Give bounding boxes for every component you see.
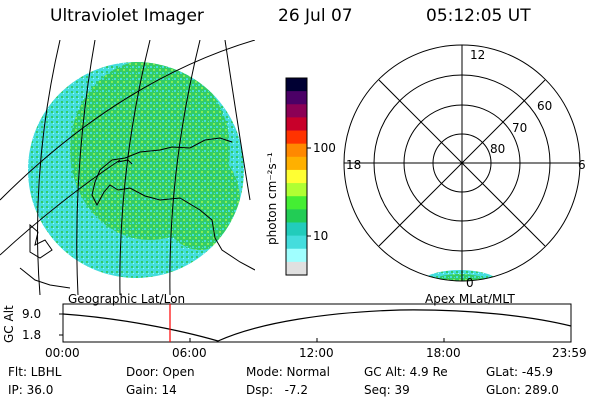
colorbar-segment	[286, 117, 307, 132]
colorbar-segment	[286, 169, 307, 184]
lat-label-70: 70	[512, 121, 528, 135]
seq-info: Seq: 39	[364, 383, 410, 397]
coastline	[19, 137, 255, 289]
mlt-label-18: 18	[346, 158, 362, 172]
colorbar-segment	[286, 143, 307, 158]
geographic-caption: Geographic Lat/Lon	[68, 292, 186, 306]
colorbar-tick-label-100: 100	[313, 141, 336, 155]
colorbar-segment	[286, 91, 307, 105]
instrument-title: Ultraviolet Imager	[50, 6, 204, 26]
timeline-xtick-1200: 12:00	[299, 346, 334, 360]
mlt-label-6: 6	[578, 158, 586, 172]
colorbar-segment	[286, 248, 307, 263]
colorbar-units: photon cm⁻²s⁻¹	[265, 152, 279, 245]
timeline-ytick-low: 1.8	[22, 328, 42, 342]
time-label: 05:12:05 UT	[426, 6, 531, 26]
polar-caption: Apex MLat/MLT	[425, 292, 515, 306]
polar-image	[420, 270, 500, 281]
door-info: Door: Open	[126, 365, 195, 379]
colorbar-segment	[286, 235, 307, 250]
colorbar-segment	[286, 156, 307, 171]
colorbar-segment	[286, 104, 307, 118]
glat-info: GLat: -45.9	[486, 365, 553, 379]
timeline-ytick-high: 9.0	[22, 307, 42, 321]
date-label: 26 Jul 07	[278, 6, 353, 26]
geographic-image	[28, 62, 244, 278]
lat-label-80: 80	[490, 142, 506, 156]
glon-info: GLon: 289.0	[486, 383, 559, 397]
gain-info: Gain: 14	[126, 383, 177, 397]
colorbar-segment	[286, 183, 307, 197]
mlt-label-0: 0	[466, 276, 474, 290]
timeline-plot	[59, 303, 572, 343]
colorbar-segment	[286, 78, 307, 92]
geographic-grid	[0, 40, 255, 295]
colorbar-segment	[286, 222, 307, 237]
colorbar	[286, 78, 307, 276]
filter-info: Flt: LBHL	[8, 365, 62, 379]
timeline-xtick-0000: 00:00	[45, 346, 80, 360]
colorbar-segment	[286, 130, 307, 145]
timeline-xtick-0600: 06:00	[172, 346, 207, 360]
colorbar-tick-label-10: 10	[313, 229, 329, 243]
polar-grid	[343, 44, 581, 282]
colorbar-segment	[286, 196, 307, 210]
timeline-xtick-1800: 18:00	[426, 346, 461, 360]
colorbar-frame	[285, 77, 308, 276]
lat-label-60: 60	[537, 99, 553, 113]
gc-alt-info: GC Alt: 4.9 Re	[364, 365, 448, 379]
colorbar-segment	[286, 209, 307, 224]
dsp-info: Dsp: -7.2	[246, 383, 309, 397]
timeline-ylabel: GC Alt	[2, 305, 16, 343]
altitude-curve	[62, 309, 572, 342]
mlt-label-12: 12	[470, 48, 486, 62]
timeline-xtick-2359: 23:59	[552, 346, 587, 360]
mode-info: Mode: Normal	[246, 365, 330, 379]
ip-info: IP: 36.0	[8, 383, 54, 397]
colorbar-segment	[286, 261, 307, 276]
